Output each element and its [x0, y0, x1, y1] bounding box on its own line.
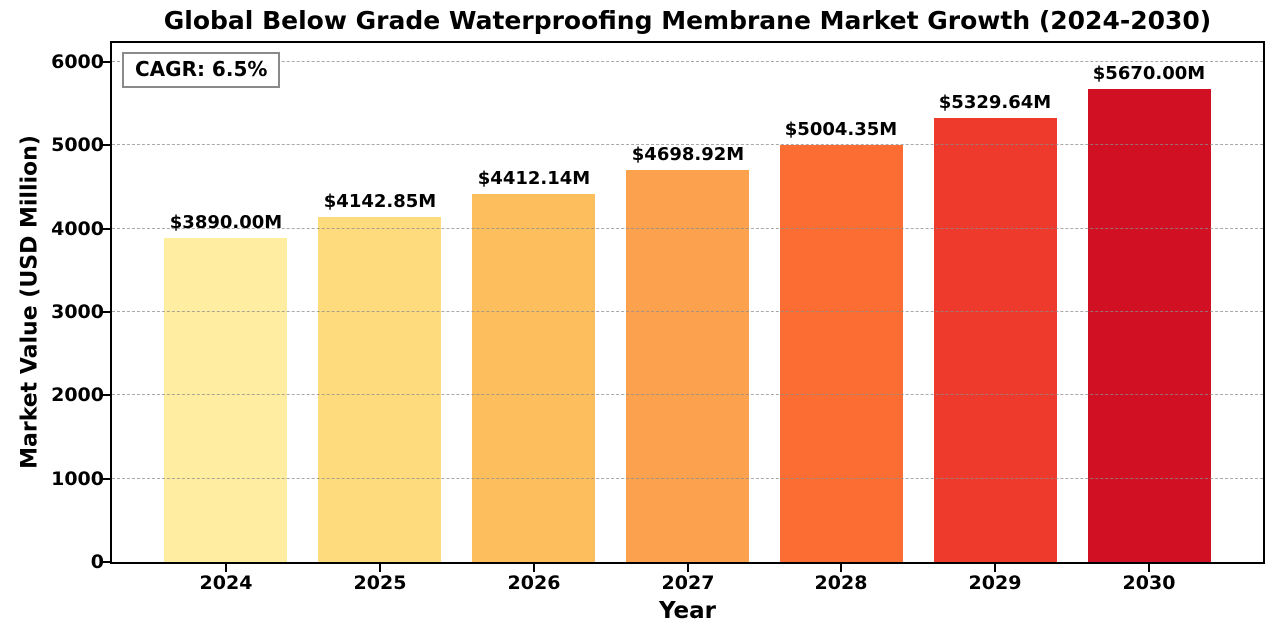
chart-title: Global Below Grade Waterproofing Membran…: [163, 6, 1212, 35]
bar-value-label-2029: $5329.64M: [938, 92, 1052, 113]
x-tick-label-2029: 2029: [968, 572, 1022, 594]
y-tick-mark-2000: [102, 394, 110, 396]
x-tick-mark-2025: [379, 564, 381, 572]
bar-2029: [934, 118, 1057, 562]
bar-value-label-2025: $4142.85M: [323, 191, 437, 212]
y-tick-mark-3000: [102, 311, 110, 313]
y-tick-label-0: 0: [90, 551, 104, 573]
y-tick-mark-5000: [102, 144, 110, 146]
x-tick-label-2028: 2028: [814, 572, 868, 594]
bar-value-label-2030: $5670.00M: [1092, 63, 1206, 84]
bar-value-label-2024: $3890.00M: [169, 212, 283, 233]
bar-2024: [164, 238, 287, 562]
x-tick-label-2030: 2030: [1122, 572, 1176, 594]
y-tick-label-6000: 6000: [51, 51, 104, 73]
x-tick-label-2026: 2026: [507, 572, 561, 594]
y-tick-mark-6000: [102, 61, 110, 63]
x-tick-label-2027: 2027: [661, 572, 715, 594]
x-tick-mark-2029: [994, 564, 996, 572]
bar-2025: [318, 217, 441, 562]
bar-2028: [780, 145, 903, 562]
x-tick-mark-2024: [225, 564, 227, 572]
y-tick-mark-1000: [102, 478, 110, 480]
gridline-6000: [112, 61, 1263, 62]
x-axis-label: Year: [658, 598, 716, 624]
x-tick-mark-2027: [687, 564, 689, 572]
y-tick-label-3000: 3000: [51, 301, 104, 323]
cagr-annotation: CAGR: 6.5%: [122, 52, 281, 88]
gridline-1000: [112, 477, 1263, 479]
y-tick-mark-4000: [102, 228, 110, 230]
bar-value-label-2026: $4412.14M: [477, 168, 591, 189]
x-tick-mark-2028: [840, 564, 842, 572]
x-tick-mark-2030: [1148, 564, 1150, 572]
bar-2026: [472, 194, 595, 562]
gridline-5000: [112, 144, 1263, 146]
bar-value-label-2028: $5004.35M: [784, 119, 898, 140]
y-tick-label-5000: 5000: [51, 134, 104, 156]
x-tick-label-2025: 2025: [353, 572, 407, 594]
x-tick-label-2024: 2024: [199, 572, 253, 594]
x-tick-mark-2026: [533, 564, 535, 572]
gridline-4000: [112, 227, 1263, 229]
gridline-3000: [112, 311, 1263, 312]
y-tick-label-4000: 4000: [51, 218, 104, 240]
bar-value-label-2027: $4698.92M: [631, 144, 745, 165]
y-tick-mark-0: [102, 561, 110, 563]
y-tick-label-1000: 1000: [51, 468, 104, 490]
y-tick-label-2000: 2000: [51, 384, 104, 406]
gridline-2000: [112, 394, 1263, 396]
bar-2027: [626, 170, 749, 562]
bar-2030: [1088, 89, 1211, 562]
plot-area: $3890.00M $4142.85M $4412.14M $4698.92M $500…: [110, 41, 1265, 564]
